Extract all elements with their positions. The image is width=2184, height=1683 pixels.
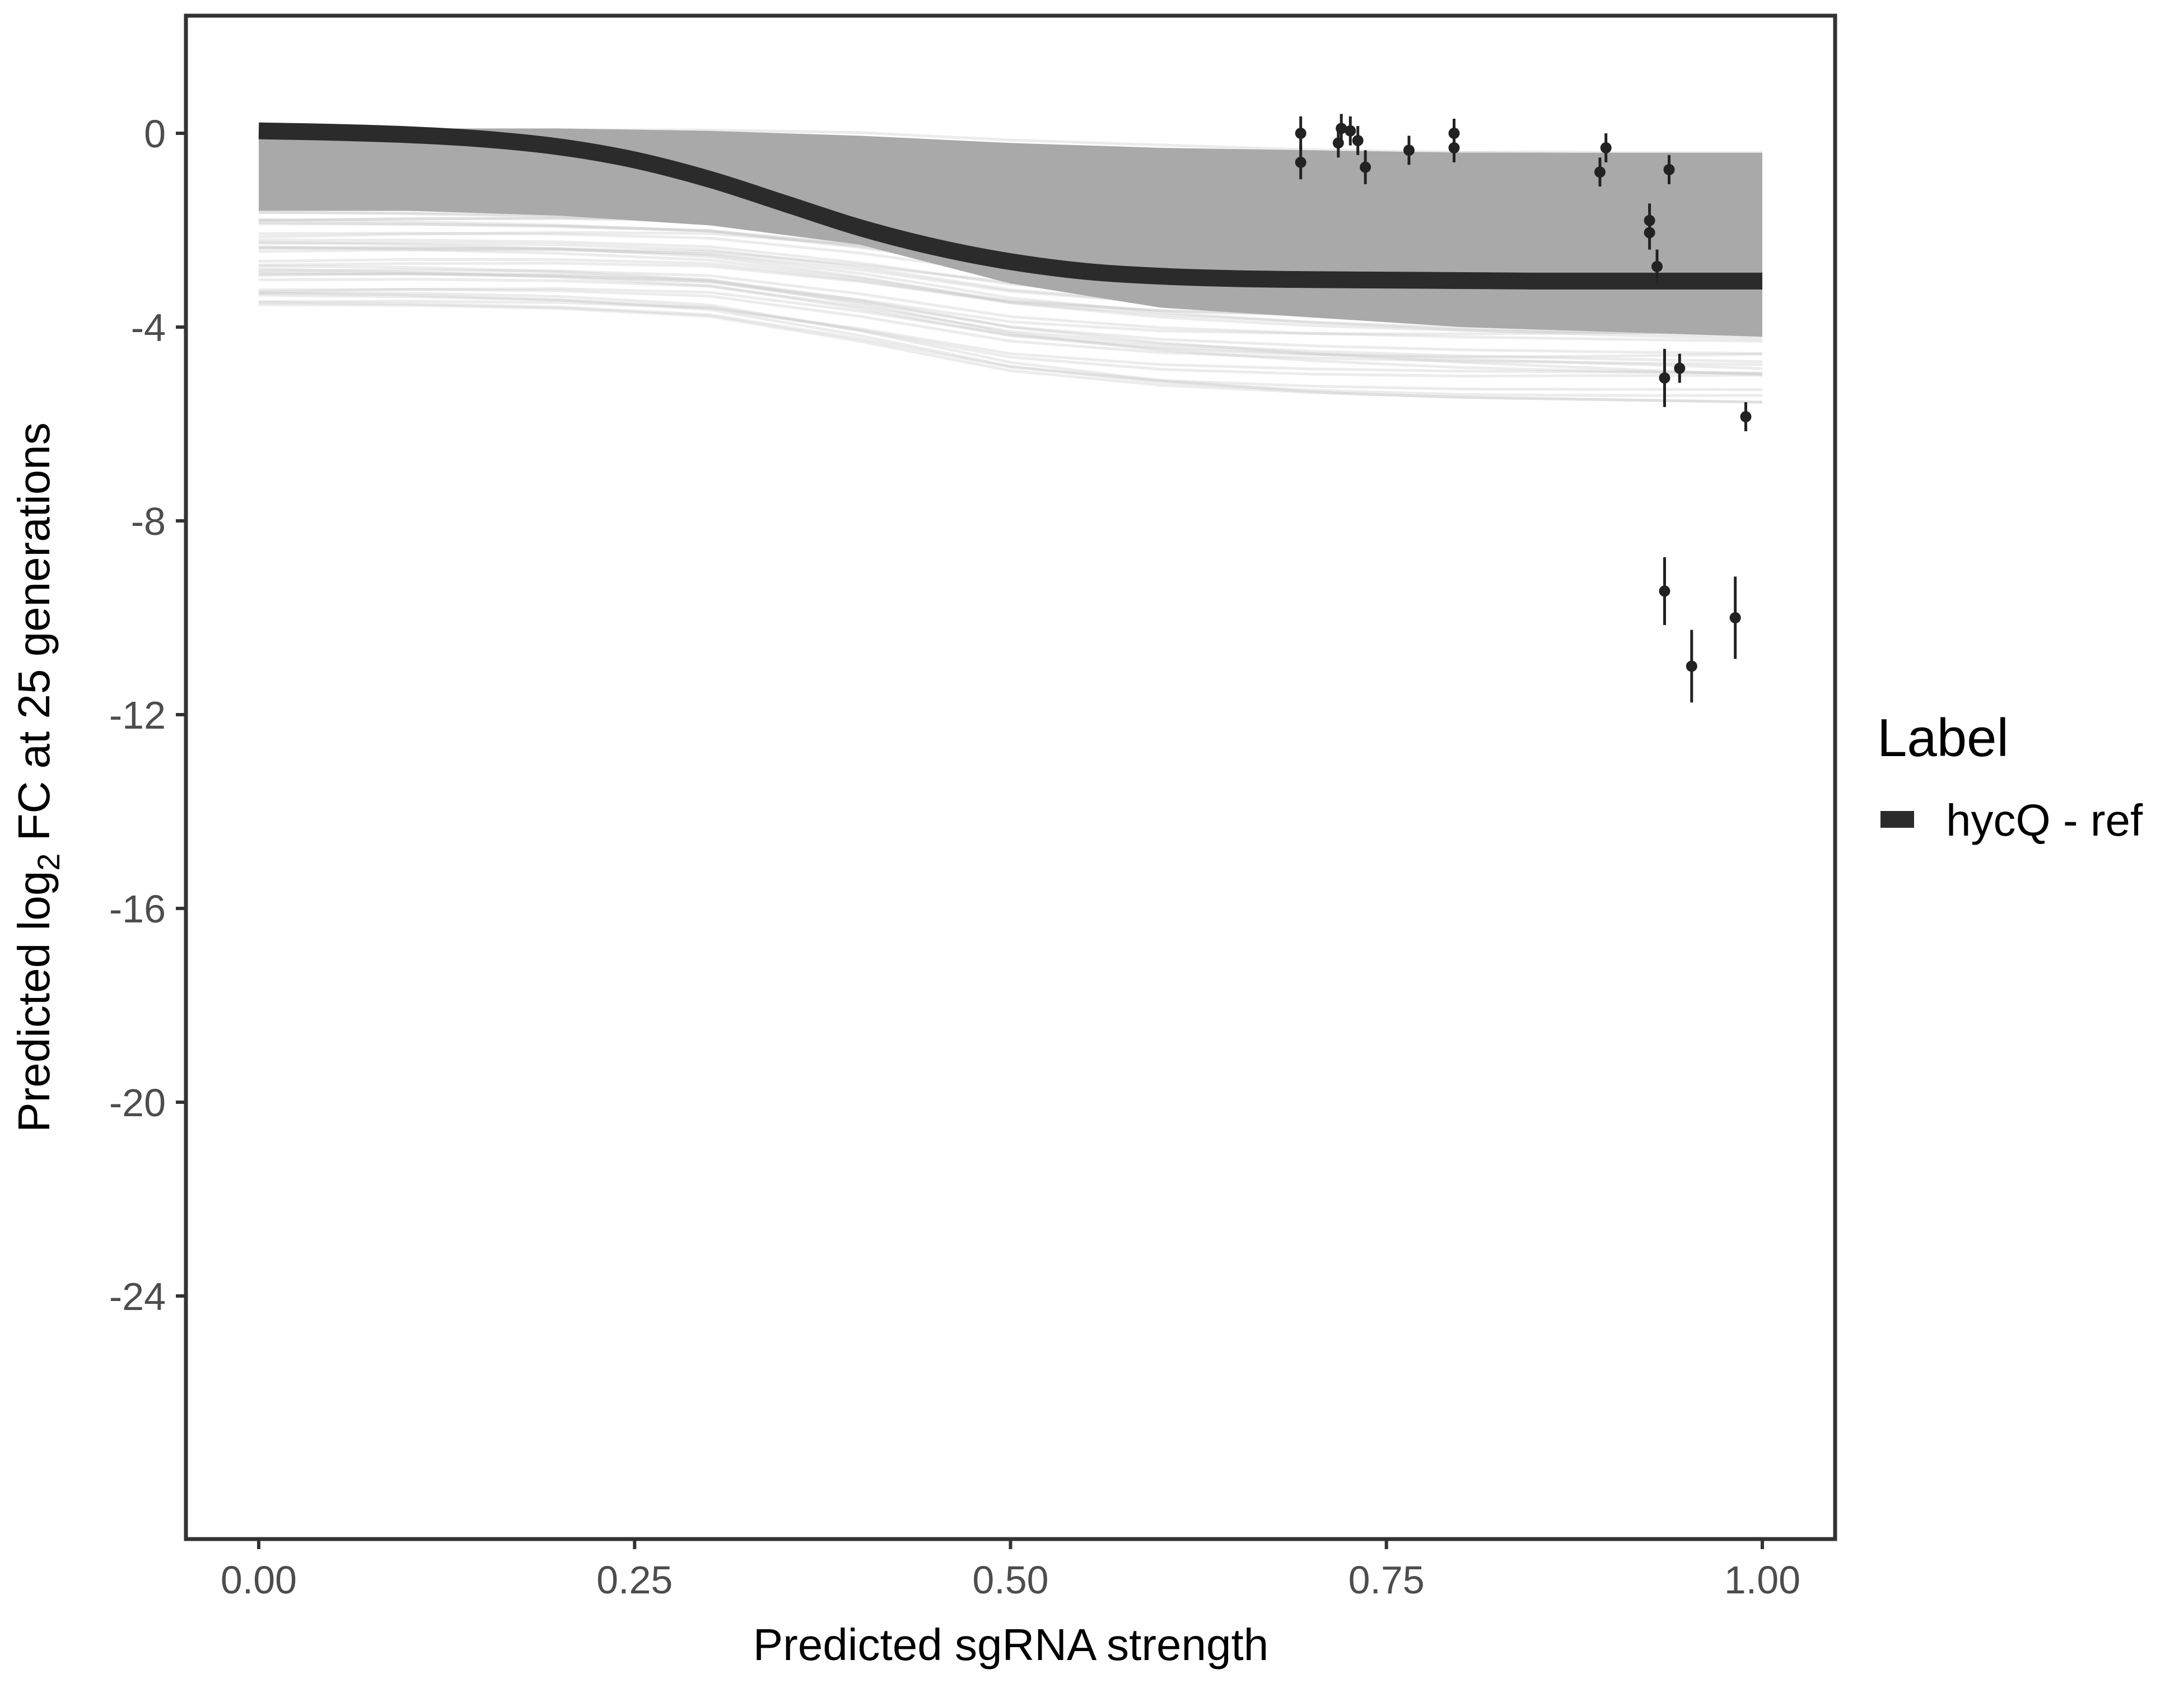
data-point: [1403, 136, 1415, 165]
point-marker: [1352, 134, 1364, 146]
posterior-draw-line: [258, 258, 1763, 338]
point-marker: [1663, 164, 1675, 175]
point-marker: [1336, 123, 1347, 134]
posterior-draw-line: [258, 291, 1763, 404]
x-tick-label: 0.25: [596, 1558, 673, 1602]
posterior-draw-line: [258, 301, 1763, 391]
point-marker: [1403, 144, 1415, 156]
posterior-draw-line: [258, 288, 1763, 366]
point-marker: [1600, 142, 1612, 153]
x-tick-label: 0.75: [1348, 1558, 1425, 1602]
data-point: [1295, 145, 1306, 180]
x-axis: 0.00 0.25 0.50 0.75 1.00: [221, 1539, 1800, 1602]
data-point: [1345, 116, 1356, 146]
posterior-draw-line: [258, 278, 1763, 363]
point-marker: [1295, 128, 1306, 139]
posterior-draw-line: [258, 267, 1763, 358]
data-point: [1729, 576, 1741, 659]
data-point: [1352, 126, 1364, 155]
posterior-draw-line: [258, 272, 1763, 376]
x-tick-label: 0.50: [972, 1558, 1048, 1602]
point-marker: [1644, 227, 1655, 239]
posterior-draw-line: [259, 272, 1763, 355]
data-point: [1686, 630, 1697, 703]
data-point: [1674, 353, 1686, 383]
data-point: [1663, 155, 1675, 184]
legend-label-hycq-ref: hycQ - ref: [1946, 795, 2143, 845]
point-marker: [1729, 612, 1741, 623]
point-marker: [1594, 166, 1606, 178]
y-tick-label: -20: [109, 1081, 166, 1125]
y-axis-title-subscript: 2: [31, 854, 66, 871]
y-axis-title-rest: FC at 25 generations: [9, 422, 59, 853]
point-marker: [1345, 125, 1356, 137]
point-marker: [1659, 585, 1670, 597]
posterior-draw-line: [258, 241, 1763, 334]
y-tick-label: -4: [131, 306, 166, 349]
posterior-draw-line: [258, 300, 1763, 375]
y-axis-title: Predicted log2 FC at 25 generations: [9, 422, 66, 1132]
posterior-draw-line: [258, 246, 1763, 341]
legend-key-hycq-ref: [1880, 811, 1914, 828]
point-marker: [1740, 411, 1752, 423]
fitted-curve: [258, 122, 1762, 290]
point-marker: [1295, 156, 1306, 168]
data-point: [1594, 157, 1606, 187]
point-marker: [1448, 142, 1460, 153]
posterior-draw-line: [258, 271, 1763, 335]
posterior-draw-line: [258, 303, 1763, 404]
data-point: [1659, 348, 1670, 407]
y-tick-label: -8: [131, 500, 166, 543]
posterior-draw-line: [258, 287, 1763, 370]
y-tick-label: -16: [109, 887, 166, 931]
data-point: [1644, 216, 1655, 250]
y-axis: 0 -4 -8 -12 -16 -20 -24: [109, 112, 186, 1318]
data-point: [1360, 150, 1371, 184]
data-point: [1600, 133, 1612, 162]
y-tick-label: -24: [109, 1275, 166, 1318]
y-tick-label: 0: [144, 112, 166, 156]
point-marker: [1674, 362, 1686, 374]
data-point: [1336, 114, 1347, 143]
y-tick-label: -12: [109, 693, 166, 737]
point-marker: [1360, 161, 1371, 173]
data-point: [1651, 249, 1663, 284]
data-point: [1740, 402, 1752, 431]
posterior-draw-line: [258, 291, 1763, 397]
fitted-curve-hycq-ref: [258, 122, 1762, 290]
posterior-draw-line: [258, 268, 1763, 343]
observed-points: [1295, 114, 1752, 703]
legend: Label hycQ - ref: [1877, 708, 2143, 845]
legend-title: Label: [1877, 708, 2009, 768]
point-marker: [1651, 260, 1663, 272]
data-point: [1448, 133, 1460, 162]
x-tick-label: 1.00: [1724, 1558, 1800, 1602]
data-point: [1659, 557, 1670, 625]
y-axis-title-main: Predicted log: [9, 871, 59, 1132]
data-point: [1295, 116, 1306, 151]
x-tick-label: 0.00: [221, 1558, 297, 1602]
x-axis-title: Predicted sgRNA strength: [753, 1620, 1268, 1670]
point-marker: [1659, 372, 1670, 384]
posterior-draw-line: [258, 264, 1763, 375]
point-marker: [1686, 660, 1697, 672]
posterior-draw-line: [258, 293, 1763, 378]
